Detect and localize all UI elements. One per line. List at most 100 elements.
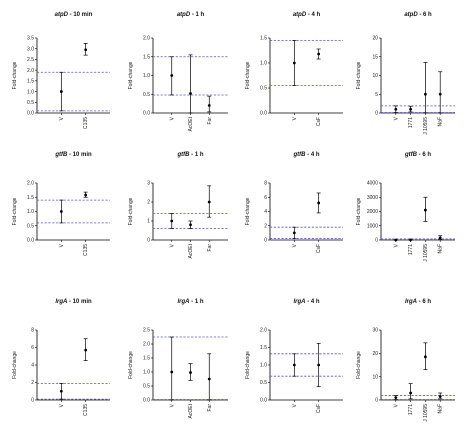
panel-title: atpD - 6 h xyxy=(404,12,432,18)
panel-gtfb-2: gtfB - 1 h Fold-change 0 1 2 3 V AcOEt Far xyxy=(128,152,228,258)
panel-title: atpD - 4 h xyxy=(293,12,321,18)
y-tick-label: 2.0 xyxy=(27,181,34,187)
x-tick-label: NaF xyxy=(438,117,444,126)
x-tick-label: V xyxy=(59,403,65,407)
y-tick-label: 0.0 xyxy=(260,398,267,404)
panel-title-condition: - 4 h xyxy=(305,299,319,305)
x-tick-label: V xyxy=(169,403,175,407)
x-tick-label: J 10595 xyxy=(423,117,429,135)
panel-title: gtfB - 1 h xyxy=(176,152,203,158)
x-tick-label: J 10595 xyxy=(423,244,429,262)
data-point xyxy=(424,208,427,212)
y-tick-label: 2.0 xyxy=(260,328,267,334)
panel-title-gene: gtfB xyxy=(292,152,306,158)
y-tick-label: 4 xyxy=(264,209,267,215)
x-tick-label: CsF xyxy=(316,404,322,413)
x-tick-label: Far xyxy=(207,404,213,412)
data-point xyxy=(292,231,296,235)
panel-title: lrgA - 4 h xyxy=(293,299,319,305)
y-tick-label: 0 xyxy=(147,238,150,244)
y-tick-label: 1.5 xyxy=(143,356,150,362)
x-tick-label: Far xyxy=(207,117,213,125)
y-tick-label: 10 xyxy=(372,374,378,380)
panel-title-gene: lrgA xyxy=(177,299,189,305)
panel-lrga-2: lrgA - 1 h Fold-change 0.0 0.5 1.0 1.5 2.0 2.5 V… xyxy=(128,299,228,418)
panel-title-gene: atpD xyxy=(177,12,191,18)
panel-gtfb-4: gtfB - 6 h Fold-change 0 1000 2000 3000 4000 V 1… xyxy=(356,152,455,262)
y-tick-label: 0.5 xyxy=(260,380,267,386)
panel-title: gtfB - 10 min xyxy=(54,152,92,158)
x-tick-label: NaF xyxy=(438,404,444,413)
data-point xyxy=(409,391,412,395)
data-point xyxy=(317,52,321,56)
y-tick-label: 5 xyxy=(375,92,378,98)
data-point xyxy=(317,363,321,367)
panel-title-condition: - 1 h xyxy=(189,152,203,158)
y-tick-label: 1 xyxy=(147,219,150,225)
y-tick-label: 2 xyxy=(264,223,267,229)
data-point xyxy=(59,90,63,93)
data-point xyxy=(292,61,296,65)
y-tick-label: 1.5 xyxy=(27,79,34,85)
x-tick-label: 1771 xyxy=(408,404,414,415)
y-axis-label: Fold-change xyxy=(12,351,18,379)
panel-title-condition: - 1 h xyxy=(189,299,203,305)
x-tick-label: CsF xyxy=(316,117,322,126)
y-tick-label: 0 xyxy=(31,398,34,404)
data-point xyxy=(84,48,88,52)
data-point xyxy=(438,395,442,398)
y-tick-label: 3.5 xyxy=(27,36,34,42)
x-tick-label: V xyxy=(169,243,175,247)
y-tick-label: 1.0 xyxy=(260,61,267,67)
y-tick-label: 0 xyxy=(375,111,378,117)
y-axis-label: Fold-change xyxy=(12,61,18,89)
data-point xyxy=(59,210,63,213)
x-tick-label: Far xyxy=(207,244,213,252)
y-tick-label: 0 xyxy=(375,398,378,404)
y-tick-label: 4000 xyxy=(367,181,378,187)
y-tick-label: 1.5 xyxy=(260,36,267,42)
y-tick-label: 30 xyxy=(372,328,378,334)
panel-lrga-4: lrgA - 6 h Fold-change 0 10 20 30 V 1771 J 10595… xyxy=(356,299,455,422)
data-point xyxy=(59,389,63,393)
y-tick-label: 2 xyxy=(31,380,34,386)
panel-lrga-1: lrgA - 10 min Fold-change 0 2 4 6 8 V C135 xyxy=(12,299,110,416)
y-tick-label: 0 xyxy=(264,238,267,244)
panel-title: lrgA - 1 h xyxy=(177,299,203,305)
data-point xyxy=(317,201,321,205)
panel-atpd-2: atpD - 1 h Fold-change 0.0 0.5 1.0 1.5 2.0 V AcO… xyxy=(128,12,228,131)
x-tick-label: CsF xyxy=(316,244,322,253)
y-tick-label: 1.5 xyxy=(143,54,150,60)
y-tick-label: 1.0 xyxy=(27,209,34,215)
y-tick-label: 0.5 xyxy=(143,92,150,98)
y-tick-label: 2.0 xyxy=(143,36,150,42)
panel-lrga-3: lrgA - 4 h Fold-change 0.0 0.5 1.0 1.5 2.0 V CsF xyxy=(245,299,343,413)
y-tick-label: 10 xyxy=(372,73,378,79)
data-point xyxy=(84,348,88,352)
panel-title: lrgA - 6 h xyxy=(405,299,431,305)
y-tick-label: 0.5 xyxy=(143,384,150,390)
x-tick-label: AcOEt xyxy=(188,243,194,258)
panel-title: gtfB - 4 h xyxy=(292,152,319,158)
y-axis-label: Fold-change xyxy=(356,197,362,225)
x-tick-label: V xyxy=(292,243,298,247)
y-axis-label: Fold-change xyxy=(356,351,362,379)
panel-title-gene: gtfB xyxy=(54,152,68,158)
x-tick-label: C135 xyxy=(83,244,89,256)
y-tick-label: 1000 xyxy=(367,223,378,229)
panel-title-condition: - 6 h xyxy=(418,12,432,18)
panel-atpd-4: atpD - 6 h Fold-change 0 5 10 15 20 V 1771 J 1059… xyxy=(356,12,455,135)
x-tick-label: V xyxy=(292,116,298,120)
panel-title-condition: - 4 h xyxy=(305,152,319,158)
x-tick-label: AcOEt xyxy=(188,116,194,131)
x-tick-label: V xyxy=(393,403,399,407)
panel-title: atpD - 10 min xyxy=(55,12,93,18)
data-point xyxy=(394,238,398,242)
data-point xyxy=(189,223,192,227)
data-point xyxy=(438,92,442,96)
y-tick-label: 2.0 xyxy=(143,342,150,348)
y-tick-label: 3 xyxy=(147,181,150,187)
y-tick-label: 0.0 xyxy=(260,111,267,117)
panel-title-condition: - 10 min xyxy=(68,12,93,18)
panel-title-gene: atpD xyxy=(293,12,307,18)
